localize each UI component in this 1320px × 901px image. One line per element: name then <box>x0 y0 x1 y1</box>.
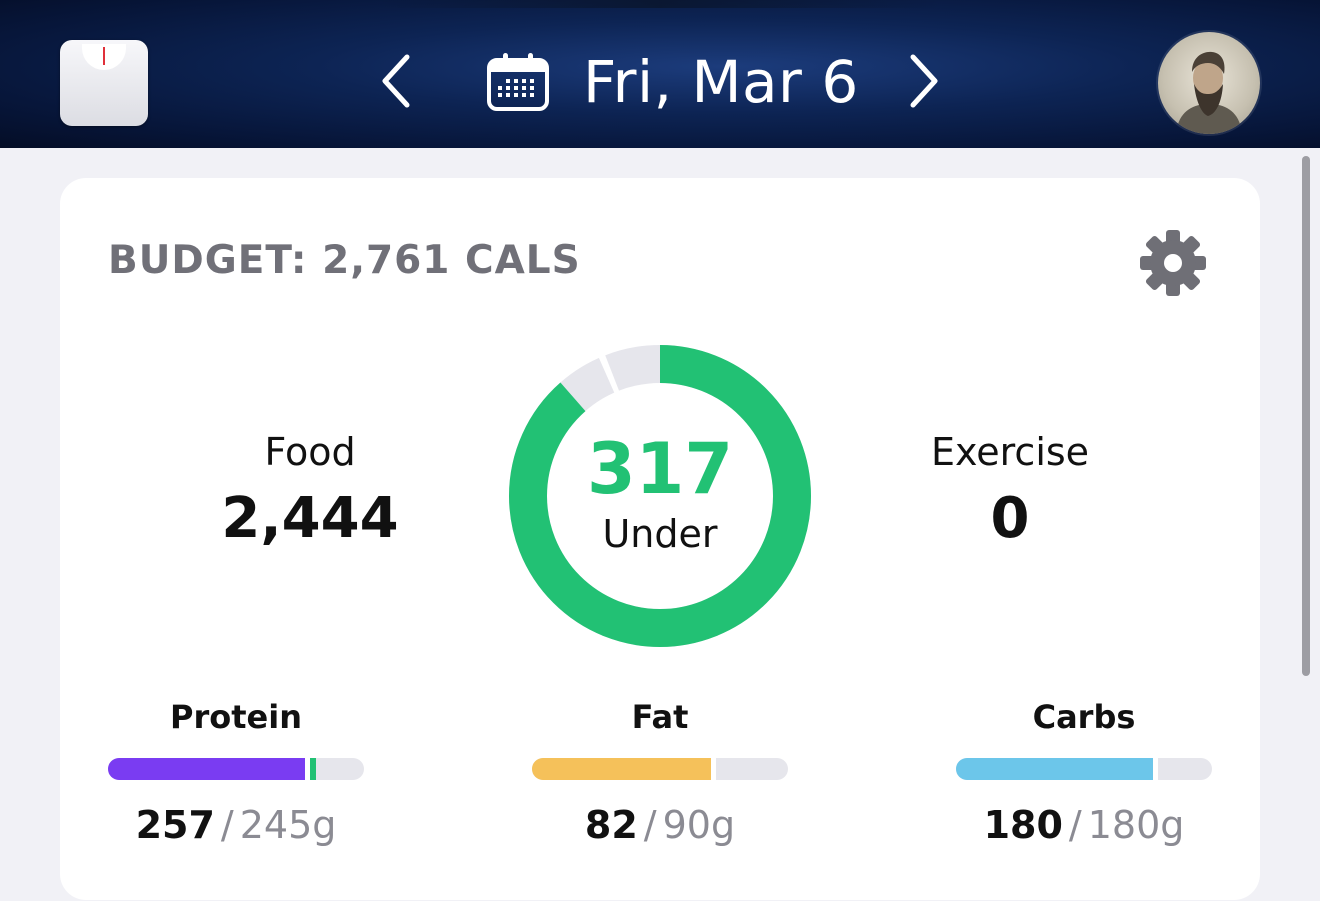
calendar-icon[interactable] <box>486 52 550 112</box>
calories-remaining: 317 Under <box>508 344 812 648</box>
macro-bar-divider <box>1153 758 1158 780</box>
macro-name: Protein <box>170 698 302 736</box>
macro-eaten: 82 <box>584 803 638 847</box>
food-stat: Food 2,444 <box>150 430 470 551</box>
macro-goal: 90g <box>662 803 736 847</box>
macro-progress-bar <box>532 758 788 780</box>
macro-fat[interactable]: Fat 82/90g <box>532 698 788 847</box>
macro-progress-bar <box>108 758 364 780</box>
macro-carbs[interactable]: Carbs 180/180g <box>956 698 1212 847</box>
macro-values: 180/180g <box>956 803 1212 847</box>
chevron-left-icon <box>382 54 410 108</box>
macro-eaten: 180 <box>983 803 1063 847</box>
food-label: Food <box>264 430 356 474</box>
top-glow <box>380 0 940 8</box>
scrollbar[interactable] <box>1302 156 1310 676</box>
previous-day-button[interactable] <box>376 50 416 112</box>
macro-bar-divider <box>305 758 310 780</box>
macro-values: 82/90g <box>532 803 788 847</box>
gear-icon[interactable] <box>1138 228 1208 298</box>
macro-name: Fat <box>631 698 689 736</box>
scale-dial <box>82 44 126 70</box>
macro-bar-overage <box>310 758 316 780</box>
exercise-value: 0 <box>990 486 1030 551</box>
macro-separator: / <box>643 803 657 847</box>
calories-remaining-value: 317 <box>586 428 734 510</box>
scale-icon[interactable] <box>60 40 148 126</box>
top-nav-bar: Fri, Mar 6 <box>0 0 1320 148</box>
macro-separator: / <box>1068 803 1082 847</box>
calorie-ring <box>508 344 812 648</box>
calorie-ring-fill <box>509 345 811 647</box>
macro-goal: 180g <box>1087 803 1185 847</box>
exercise-label: Exercise <box>930 430 1090 474</box>
macro-goal: 245g <box>239 803 337 847</box>
food-value: 2,444 <box>221 486 399 551</box>
macro-bar-divider <box>711 758 716 780</box>
macro-protein[interactable]: Protein 257/245g <box>108 698 364 847</box>
calories-remaining-label: Under <box>602 512 718 556</box>
selected-date-label[interactable]: Fri, Mar 6 <box>583 48 859 116</box>
portrait-icon <box>1176 51 1242 134</box>
macro-bar-fill <box>532 758 711 780</box>
budget-card: BUDGET: 2,761 CALS Food 2,444 317 Under … <box>60 178 1260 900</box>
user-avatar[interactable] <box>1158 32 1260 134</box>
next-day-button[interactable] <box>904 50 944 112</box>
macro-progress-bar <box>956 758 1212 780</box>
macro-bar-fill <box>956 758 1153 780</box>
macro-bar-fill-edge <box>700 758 711 780</box>
macro-name: Carbs <box>1032 698 1136 736</box>
macro-bar-fill <box>108 758 305 780</box>
macro-bar-fill-edge <box>1142 758 1153 780</box>
macro-values: 257/245g <box>108 803 364 847</box>
macro-bar-fill-edge <box>294 758 305 780</box>
budget-title: BUDGET: 2,761 CALS <box>108 238 581 283</box>
macro-separator: / <box>220 803 234 847</box>
exercise-stat: Exercise 0 <box>850 430 1170 551</box>
chevron-right-icon <box>910 54 938 108</box>
macro-eaten: 257 <box>135 803 215 847</box>
